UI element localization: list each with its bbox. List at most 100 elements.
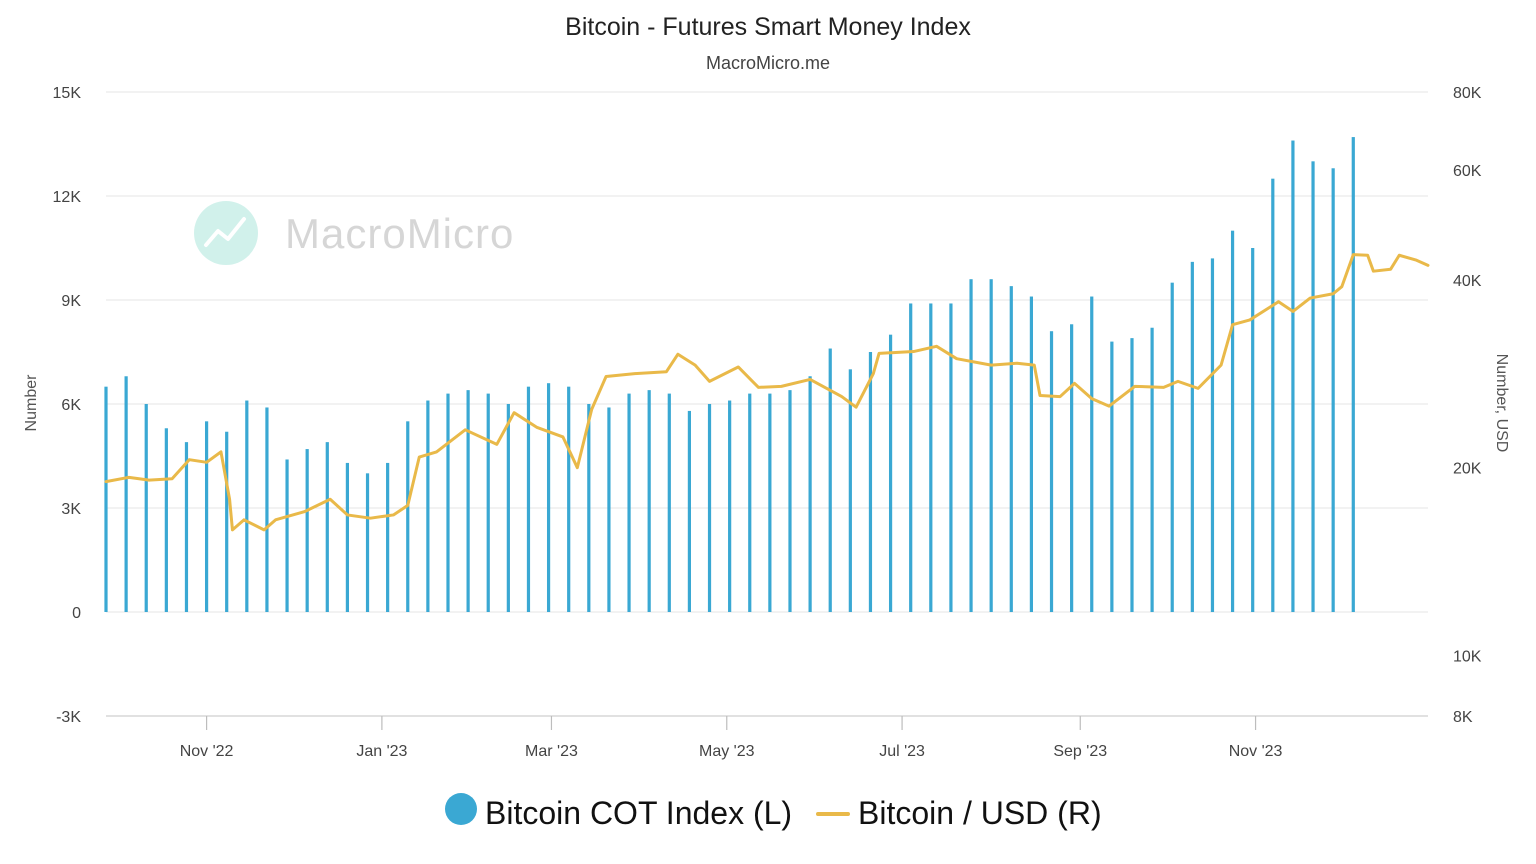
cot-index-bar: [305, 449, 309, 612]
watermark-trend-icon: [204, 217, 246, 247]
cot-index-bar: [707, 404, 712, 612]
legend-circle-icon: [445, 793, 477, 825]
y-left-tick-label: 15K: [53, 85, 82, 102]
cot-index-bar: [406, 421, 410, 612]
cot-index-bar: [748, 393, 752, 612]
cot-index-bar: [225, 431, 229, 612]
cot-index-bar: [868, 352, 873, 612]
x-tick-label: May '23: [699, 743, 755, 760]
y-right-tick-label: 80K: [1453, 85, 1482, 102]
cot-index-bar: [1351, 137, 1355, 612]
x-tick-label: Sep '23: [1053, 743, 1107, 760]
watermark: MacroMicro: [194, 201, 514, 265]
cot-index-bar: [647, 390, 651, 612]
cot-index-bar: [245, 400, 249, 612]
cot-index-bar: [1130, 338, 1134, 612]
cot-index-bar: [486, 393, 490, 612]
cot-index-bar: [607, 407, 611, 612]
y-right-tick-label: 40K: [1453, 273, 1482, 290]
cot-index-bar: [587, 404, 591, 612]
cot-index-bar: [164, 428, 168, 612]
cot-index-bar: [989, 279, 993, 612]
cot-index-bar: [1190, 261, 1194, 612]
cot-index-bar: [1271, 178, 1275, 613]
cot-index-bar: [808, 376, 812, 612]
x-axis: Nov '22 Jan '23 Mar '23 May '23 Jul '23 Sep '…: [180, 716, 1283, 760]
chart-subtitle: MacroMicro.me: [706, 53, 830, 73]
watermark-logo-icon: [194, 201, 258, 265]
y-axis-right-title: Number, USD: [1493, 354, 1510, 453]
legend-item-bitcoin-usd[interactable]: Bitcoin / USD (R): [816, 795, 1102, 831]
cot-index-bar: [124, 376, 128, 612]
grid-lines: [106, 91, 1428, 717]
cot-index-bar: [1230, 230, 1235, 613]
cot-index-bar: [1009, 286, 1013, 612]
cot-index-bar: [1210, 258, 1215, 612]
y-right-tick-label: 8K: [1453, 709, 1473, 726]
cot-index-bar: [567, 386, 571, 612]
cot-index-bar: [184, 442, 189, 612]
cot-index-bar: [104, 386, 108, 612]
y-left-tick-label: 6K: [61, 397, 81, 414]
y-axis-left: -3K 0 3K 6K 9K 12K 15K: [53, 85, 82, 726]
cot-index-bar: [265, 407, 269, 612]
bitcoin-usd-line: [104, 253, 1430, 532]
y-axis-left-title: Number: [23, 374, 40, 432]
cot-index-bar: [446, 393, 450, 612]
y-left-tick-label: 12K: [53, 189, 82, 206]
chart-title: Bitcoin - Futures Smart Money Index: [565, 13, 971, 41]
cot-index-bar: [728, 400, 732, 612]
cot-index-bar: [466, 390, 470, 612]
cot-index-bar: [888, 334, 893, 612]
cot-index-bar: [546, 383, 551, 612]
y-left-tick-label: 3K: [61, 501, 81, 518]
cot-index-bar: [506, 404, 510, 612]
watermark-text: MacroMicro: [285, 210, 514, 257]
cot-index-bar: [848, 369, 852, 612]
cot-index-bar: [949, 303, 953, 612]
y-left-tick-label: 9K: [61, 293, 81, 310]
cot-index-bar: [1049, 331, 1054, 612]
cot-index-bar: [204, 421, 209, 612]
cot-index-bar: [1331, 168, 1335, 612]
cot-index-bar: [627, 393, 631, 612]
cot-index-bar: [426, 400, 430, 612]
bars-series: [104, 137, 1355, 613]
y-right-tick-label: 10K: [1453, 649, 1482, 666]
legend-label-cot-index: Bitcoin COT Index (L): [485, 795, 792, 831]
cot-index-bar: [1110, 341, 1114, 612]
legend-item-cot-index[interactable]: Bitcoin COT Index (L): [445, 793, 792, 831]
x-tick-label: Jul '23: [879, 743, 925, 760]
cot-index-bar: [1150, 327, 1154, 612]
y-right-tick-label: 60K: [1453, 163, 1482, 180]
cot-index-bar: [526, 386, 531, 612]
cot-index-bar: [828, 348, 832, 612]
cot-index-bar: [768, 393, 772, 612]
cot-index-bar: [1090, 296, 1094, 612]
y-axis-right: 8K 10K 20K 40K 60K 80K: [1453, 85, 1482, 726]
cot-index-bar: [909, 303, 913, 612]
x-tick-label: Jan '23: [356, 743, 407, 760]
cot-index-bar: [667, 393, 671, 612]
cot-index-bar: [365, 473, 370, 612]
cot-index-bar: [345, 462, 350, 612]
cot-index-bar: [1251, 248, 1255, 612]
y-right-tick-label: 20K: [1453, 461, 1482, 478]
cot-index-bar: [325, 442, 329, 612]
legend-label-bitcoin-usd: Bitcoin / USD (R): [858, 795, 1102, 831]
cot-index-bar: [687, 410, 691, 612]
cot-index-bar: [386, 462, 390, 612]
cot-index-bar: [788, 390, 792, 612]
legend[interactable]: Bitcoin COT Index (L) Bitcoin / USD (R): [445, 793, 1102, 831]
y-left-tick-label: 0: [72, 605, 81, 622]
cot-index-bar: [1311, 161, 1315, 612]
x-tick-label: Mar '23: [525, 743, 578, 760]
cot-index-bar: [1029, 296, 1033, 612]
x-tick-label: Nov '22: [180, 743, 234, 760]
cot-index-bar: [969, 279, 973, 612]
cot-index-bar: [1170, 282, 1174, 612]
y-left-tick-label: -3K: [56, 709, 81, 726]
cot-index-bar: [285, 459, 289, 612]
x-tick-label: Nov '23: [1229, 743, 1283, 760]
